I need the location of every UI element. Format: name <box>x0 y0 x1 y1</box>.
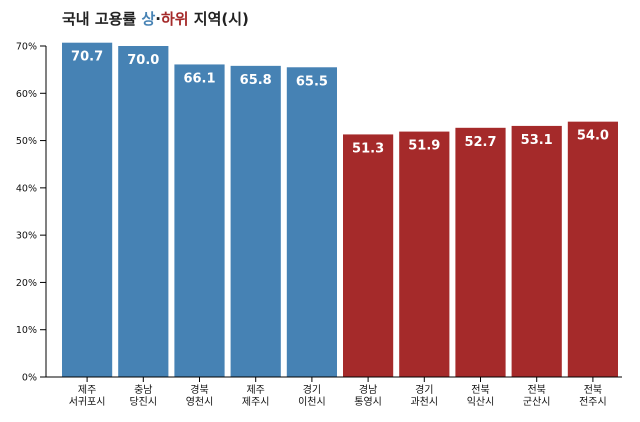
data-label: 65.5 <box>296 74 328 89</box>
x-tick-label: 통영시 <box>354 396 382 408</box>
bar-9 <box>511 125 562 377</box>
x-tick-label: 전북 <box>527 384 545 396</box>
title-highlight-up: 상 <box>141 10 156 28</box>
data-label: 51.9 <box>408 139 440 154</box>
data-label: 70.0 <box>127 53 159 68</box>
y-tick-label: 0% <box>22 373 37 384</box>
x-tick-label: 제주 <box>246 384 264 396</box>
x-tick-label: 전북 <box>471 384 489 396</box>
data-label: 53.1 <box>521 133 553 148</box>
y-tick-label: 10% <box>16 325 37 336</box>
x-axis: 제주서귀포시충남당진시경북영천시제주제주시경기이천시경남통영시경기과천시전북익산… <box>46 376 622 408</box>
title-prefix: 국내 고용률 <box>62 10 142 28</box>
x-tick-label: 서귀포시 <box>69 396 106 408</box>
y-tick-label: 30% <box>16 231 37 242</box>
x-tick-label: 충남 <box>134 384 152 396</box>
y-tick-label: 40% <box>16 183 37 194</box>
x-tick-label: 경북 <box>190 383 208 396</box>
x-tick-label: 과천시 <box>410 396 438 408</box>
x-tick-label: 제주 <box>78 384 96 396</box>
bar-5 <box>286 67 337 378</box>
y-tick-label: 70% <box>16 42 37 53</box>
title-highlight-down: 하위 <box>160 10 189 28</box>
y-tick-label: 20% <box>16 278 37 289</box>
x-tick-label: 경남 <box>359 383 377 396</box>
bar-7 <box>399 131 450 377</box>
x-tick-label: 당진시 <box>129 396 157 408</box>
bar-4 <box>230 65 281 378</box>
bars: 70.7 70.0 66.1 65.8 65.5 51.3 51.9 52.7 53.1 54.0 <box>62 42 618 378</box>
bar-8 <box>455 127 506 377</box>
data-label: 65.8 <box>240 73 272 88</box>
bar-2 <box>118 46 169 377</box>
data-label: 54.0 <box>577 129 609 144</box>
x-tick-label: 제주시 <box>242 396 270 408</box>
x-tick-label: 전북 <box>584 384 602 396</box>
data-label: 70.7 <box>71 50 103 65</box>
x-tick-label: 익산시 <box>467 396 495 408</box>
data-label: 66.1 <box>183 71 215 86</box>
data-label: 51.3 <box>352 141 384 156</box>
bar-3 <box>174 64 225 377</box>
chart-title: 국내 고용률 상·하위 지역(시) <box>62 8 249 29</box>
x-tick-label: 경기 <box>415 383 433 396</box>
bar-1 <box>62 42 113 377</box>
x-tick-label: 이천시 <box>298 396 326 408</box>
y-axis: 0% 10% 20% 30% 40% 50% 60% 70% <box>16 42 47 384</box>
x-tick-label: 군산시 <box>523 396 551 408</box>
x-tick-label: 영천시 <box>186 396 214 408</box>
y-tick-label: 50% <box>16 136 37 147</box>
data-label: 52.7 <box>464 135 496 150</box>
title-suffix: 지역(시) <box>188 10 249 28</box>
x-tick-label: 전주시 <box>579 396 607 408</box>
x-tick-label: 경기 <box>303 383 321 396</box>
title-separator: · <box>155 10 161 28</box>
y-tick-label: 60% <box>16 89 37 100</box>
bar-10 <box>567 121 618 378</box>
bar-6 <box>343 134 394 377</box>
